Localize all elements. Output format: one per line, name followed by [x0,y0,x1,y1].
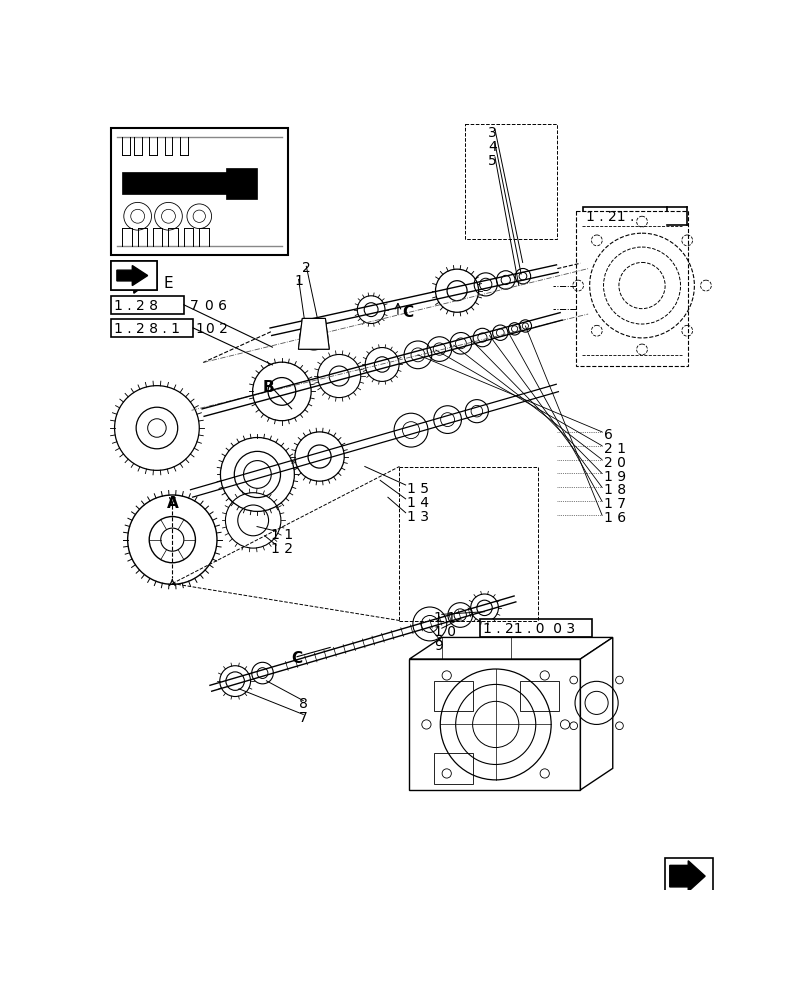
Bar [122,172,242,194]
Bar [111,296,184,314]
Text: 3: 3 [488,126,497,140]
Text: B: B [263,380,274,395]
Polygon shape [670,861,705,892]
Text: 7: 7 [300,711,308,725]
Text: 1 . 21 . 0  0 3: 1 . 21 . 0 0 3 [483,622,575,636]
Polygon shape [410,637,612,659]
Text: 1 5: 1 5 [407,482,429,496]
Text: 5: 5 [488,154,497,168]
Text: 1 6: 1 6 [604,511,625,525]
Text: 1 0: 1 0 [434,625,457,639]
Text: 4: 4 [488,140,497,154]
Text: E: E [163,276,173,291]
Text: C: C [292,651,303,666]
Bar [583,207,667,225]
Text: 2 1: 2 1 [604,442,625,456]
Text: 1 8: 1 8 [604,483,625,497]
Bar [434,753,473,784]
Polygon shape [298,318,329,349]
Text: 8: 8 [300,698,308,712]
Polygon shape [576,211,688,366]
Polygon shape [119,270,149,293]
Polygon shape [410,659,580,790]
Bar [520,681,559,711]
Bar [226,168,257,199]
Text: 9: 9 [434,639,443,653]
Polygon shape [117,266,148,286]
Bar [665,858,713,895]
Text: 1 4: 1 4 [407,496,429,510]
Bar [111,261,157,290]
Text: 2: 2 [301,261,310,275]
Text: A: A [166,496,179,511]
Bar [111,261,157,290]
Text: 1 2: 1 2 [271,542,292,556]
Bar [111,128,288,255]
Bar [434,681,473,711]
Polygon shape [298,318,329,349]
Text: 1 3: 1 3 [407,510,429,524]
Text: C: C [402,305,413,320]
Bar [111,319,193,337]
Text: 1 1: 1 1 [434,611,457,625]
Text: 1: 1 [196,322,204,336]
Text: 2 0: 2 0 [604,456,625,470]
Text: 1: 1 [294,274,303,288]
Text: 7: 7 [190,299,199,313]
Text: 6: 6 [604,428,612,442]
Text: 1 1: 1 1 [271,528,293,542]
Text: 0 6: 0 6 [205,299,227,313]
Text: 1 . 2 8 . 1: 1 . 2 8 . 1 [114,322,180,336]
Text: 1 9: 1 9 [604,470,625,484]
Text: 1 7: 1 7 [604,497,625,511]
Text: 1 . 2 8: 1 . 2 8 [114,299,158,313]
Text: 0 2: 0 2 [206,322,228,336]
Polygon shape [580,637,612,790]
Bar [480,619,592,637]
Text: 1 . 21 .: 1 . 21 . [586,210,634,224]
